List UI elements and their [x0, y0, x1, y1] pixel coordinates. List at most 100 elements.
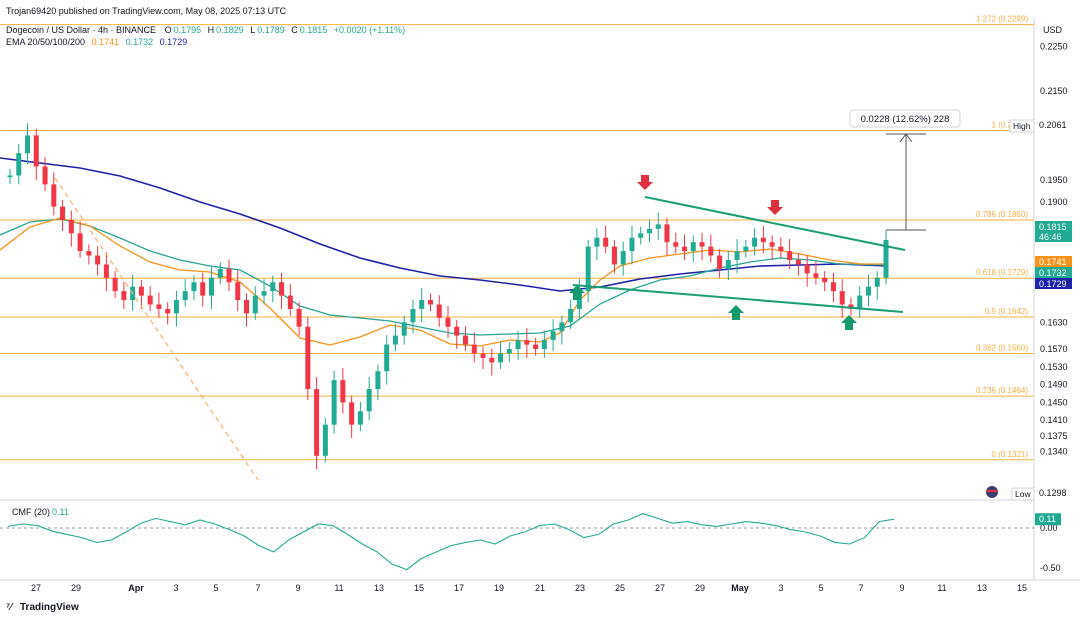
candle-body-43 — [384, 344, 390, 372]
cmf-line — [7, 513, 895, 571]
up-arrow-1 — [569, 285, 585, 300]
candle-body-2 — [25, 135, 31, 154]
dashed-projection-line — [54, 177, 259, 481]
candle-body-21 — [191, 282, 197, 292]
cmf-tick-0: 0.00 — [1040, 523, 1058, 533]
candle-body-91 — [804, 264, 810, 274]
candle-body-96 — [848, 304, 854, 309]
candle-body-25 — [226, 268, 232, 283]
ema20-badge-text-0: 0.1741 — [1039, 257, 1067, 267]
ema-lines — [0, 157, 887, 347]
candle-body-59 — [524, 340, 530, 345]
candle-body-49 — [436, 304, 442, 318]
cmf-pane: CMF (20) 0.110.00-0.500.11 — [0, 507, 1061, 573]
candle-body-44 — [392, 335, 398, 345]
fib-label-3: 0.618 (0.1729) — [976, 268, 1028, 277]
candle-body-81 — [717, 255, 723, 269]
time-tick-21: 9 — [899, 583, 904, 593]
time-tick-2: Apr — [128, 583, 144, 593]
candle-body-74 — [655, 224, 661, 229]
candle-body-98 — [865, 286, 871, 296]
candle-body-28 — [252, 295, 258, 314]
time-tick-8: 13 — [374, 583, 384, 593]
candle-body-87 — [769, 242, 775, 247]
candle-body-11 — [103, 264, 109, 278]
ema-label: EMA 20/50/100/200 — [6, 37, 86, 47]
candle-body-24 — [217, 268, 223, 278]
fib-label-0: 1.272 (0.2299) — [976, 15, 1028, 24]
tradingview-logo[interactable]: ⁷⁄ TradingView — [6, 602, 79, 613]
candle-body-79 — [699, 242, 705, 247]
price-tick-10: 0.1410 — [1040, 415, 1068, 425]
time-tick-14: 25 — [615, 583, 625, 593]
down-arrow-2 — [767, 200, 783, 215]
candle-body-62 — [550, 331, 556, 341]
candle-body-61 — [541, 340, 547, 349]
fib-label-7: 0 (0.1321) — [992, 450, 1029, 459]
candle-body-70 — [620, 251, 626, 265]
candle-body-56 — [498, 353, 504, 363]
candle-body-9 — [86, 251, 92, 256]
candle-body-58 — [515, 340, 521, 349]
price-tick-1: 0.2150 — [1040, 86, 1068, 96]
candle-body-85 — [752, 237, 758, 247]
measure-label: 0.0228 (12.62%) 228 — [861, 114, 950, 125]
time-tick-12: 21 — [535, 583, 545, 593]
up-arrow-2 — [728, 305, 744, 320]
candle-body-75 — [664, 224, 670, 243]
ohlc-open: O 0.1795 — [164, 25, 202, 35]
time-tick-10: 17 — [454, 583, 464, 593]
price-axis-ticks: 0.22500.21500.19500.19000.18500.16300.15… — [1040, 41, 1068, 456]
candle-body-95 — [839, 291, 845, 305]
tv-logo-icon: ⁷⁄ — [6, 602, 12, 613]
candle-body-26 — [235, 282, 241, 301]
candle-body-33 — [296, 308, 302, 327]
ema200-value: 0.1729 — [159, 37, 188, 47]
cmf-badge-bg — [1035, 513, 1061, 526]
candle-body-84 — [743, 246, 749, 252]
candle-body-15 — [138, 286, 144, 296]
low-value-badge-bg — [1035, 487, 1072, 500]
candle-body-16 — [147, 295, 153, 305]
candles — [7, 123, 889, 470]
measure-arrowhead — [899, 133, 913, 143]
candle-body-80 — [708, 246, 714, 256]
ema200-badge-bg — [1035, 278, 1072, 289]
time-tick-13: 23 — [575, 583, 585, 593]
fib-label-6: 0.236 (0.1464) — [976, 386, 1028, 395]
candle-body-51 — [454, 326, 460, 336]
price-tick-2: 0.1950 — [1040, 175, 1068, 185]
time-tick-9: 15 — [414, 583, 424, 593]
candle-body-34 — [305, 326, 311, 390]
candle-body-78 — [690, 242, 696, 252]
candle-body-20 — [182, 291, 188, 301]
time-tick-0: 27 — [31, 583, 41, 593]
candle-body-3 — [33, 135, 39, 167]
publish-line: Trojan69420 published on TradingView.com… — [6, 6, 287, 16]
candle-body-69 — [611, 246, 617, 265]
ema20-value: 0.1741 — [91, 37, 120, 47]
high-tag-bg — [1009, 119, 1035, 133]
ema200-line — [0, 157, 887, 292]
symbol-ohlc-row: Dogecoin / US Dollar · 4h · BINANCE O 0.1… — [6, 25, 405, 35]
price-tick-11: 0.1375 — [1040, 431, 1068, 441]
ema50-badge-text-0: 0.1732 — [1039, 268, 1067, 278]
candle-body-0 — [7, 175, 13, 178]
us-flag-stripe — [986, 490, 998, 492]
time-tick-5: 7 — [255, 583, 260, 593]
candle-body-50 — [445, 317, 451, 327]
candle-body-36 — [322, 424, 328, 456]
low-tag-label: Low — [1015, 489, 1031, 499]
candle-body-19 — [173, 300, 179, 314]
candle-body-90 — [795, 259, 801, 265]
candle-body-100 — [883, 239, 889, 278]
time-tick-4: 5 — [213, 583, 218, 593]
candle-body-71 — [629, 237, 635, 252]
fib-retracement[interactable]: 1.272 (0.2299)1 (0.2061)0.786 (0.1860)0.… — [0, 15, 1034, 461]
candle-body-93 — [822, 277, 828, 283]
last-price-badge-bg — [1035, 221, 1072, 242]
drawings[interactable]: 0.0228 (12.62%) 228 — [54, 109, 961, 481]
candle-body-73 — [646, 228, 652, 234]
candle-body-89 — [787, 251, 793, 260]
